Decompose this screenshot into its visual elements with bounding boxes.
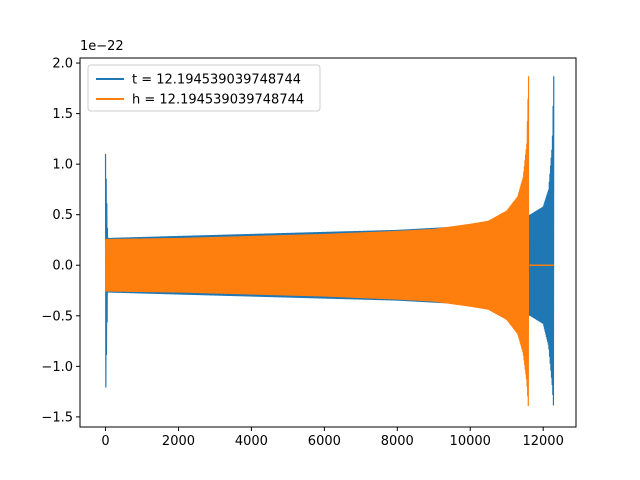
x-tick-label: 8000 <box>381 434 414 449</box>
x-tick-label: 12000 <box>522 434 563 449</box>
y-tick-label: 0.5 <box>52 208 73 223</box>
y-tick-label: 0.0 <box>52 259 73 274</box>
axes-frame <box>79 57 577 428</box>
series-h <box>104 76 554 406</box>
x-axis: 0 2000 4000 6000 8000 10000 12000 <box>101 427 564 449</box>
legend-label: h = 12.194539039748744 <box>132 93 304 108</box>
legend-box <box>87 64 321 112</box>
y-tick-label: −1.0 <box>41 360 73 375</box>
y-offset-text: 1e−22 <box>80 39 124 54</box>
x-tick-label: 0 <box>101 434 109 449</box>
y-tick-label: 2.0 <box>52 57 73 72</box>
x-tick-label: 10000 <box>450 434 491 449</box>
y-tick-label: −0.5 <box>41 309 73 324</box>
y-tick-label: −1.5 <box>41 410 73 425</box>
legend-label: t = 12.194539039748744 <box>132 73 301 88</box>
y-axis: −1.5 −1.0 −0.5 0.0 0.5 1.0 1.5 2.0 <box>41 57 80 425</box>
x-tick-label: 2000 <box>162 434 195 449</box>
x-tick-label: 4000 <box>235 434 268 449</box>
y-tick-label: 1.0 <box>52 158 73 173</box>
series-layer <box>104 76 555 406</box>
x-tick-label: 6000 <box>308 434 341 449</box>
y-tick-label: 1.5 <box>52 107 73 122</box>
series-line <box>104 76 530 406</box>
legend: t = 12.194539039748744 h = 12.19453903974… <box>87 64 321 112</box>
